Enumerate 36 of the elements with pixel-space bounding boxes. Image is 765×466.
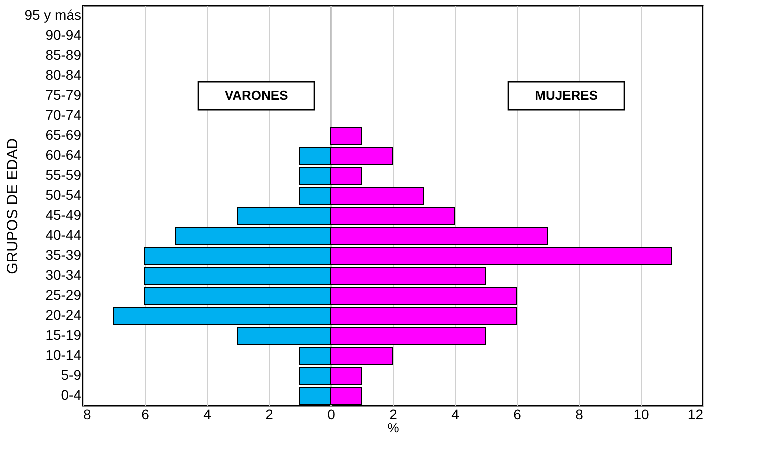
y-axis-title: GRUPOS DE EDAD [4, 138, 22, 274]
y-tick-label: 90-94 [46, 27, 82, 43]
y-tick-label: 80-84 [46, 67, 82, 83]
y-tick-label: 60-64 [46, 147, 82, 163]
x-axis-title: % [388, 420, 400, 436]
x-tick-label: 6 [514, 406, 522, 422]
x-tick-label: 12 [688, 406, 704, 422]
y-tick-label: 10-14 [46, 347, 82, 363]
x-tick-label: 2 [390, 406, 398, 422]
y-tick-label: 30-34 [46, 267, 82, 283]
y-tick-label: 85-89 [46, 47, 82, 63]
y-tick-label: 45-49 [46, 207, 82, 223]
x-tick-label: 6 [142, 406, 150, 422]
bar [330, 127, 362, 145]
y-tick-label: 15-19 [46, 327, 82, 343]
y-tick-label: 55-59 [46, 167, 82, 183]
x-tick-label: 2 [266, 406, 274, 422]
x-tick-label: 4 [452, 406, 460, 422]
x-tick-label: 8 [84, 406, 92, 422]
y-tick-label: 75-79 [46, 87, 82, 103]
y-tick-label: 35-39 [46, 247, 82, 263]
y-tick-label: 20-24 [46, 307, 82, 323]
y-tick-label: 25-29 [46, 287, 82, 303]
y-tick-label: 65-69 [46, 127, 82, 143]
y-tick-label: 70-74 [46, 107, 82, 123]
y-tick-label: 40-44 [46, 227, 82, 243]
text: MUJERES [535, 88, 598, 103]
x-tick-label: 8 [576, 406, 584, 422]
y-tick-label: 95 y más [24, 7, 82, 23]
y-tick-label: 5-9 [61, 367, 82, 383]
x-tick-label: 10 [634, 406, 650, 422]
y-tick-label: 0-4 [61, 387, 82, 403]
y-tick-label: 50-54 [46, 187, 82, 203]
x-tick-label: 0 [328, 406, 336, 422]
text: VARONES [224, 88, 289, 103]
x-tick-label: 4 [204, 406, 212, 422]
